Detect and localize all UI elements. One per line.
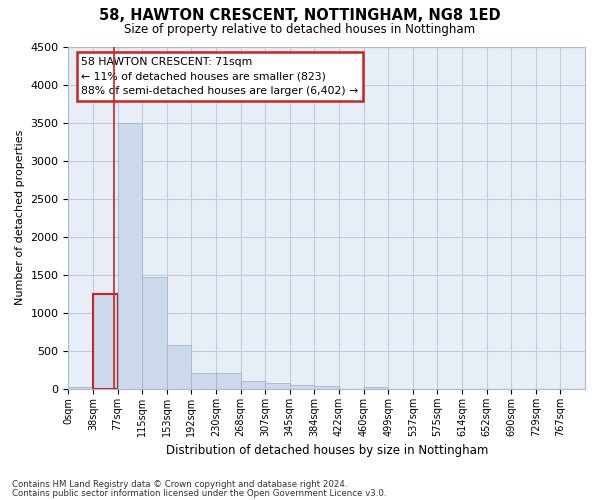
Bar	[314, 386, 339, 389]
Text: 58 HAWTON CRESCENT: 71sqm
← 11% of detached houses are smaller (823)
88% of semi: 58 HAWTON CRESCENT: 71sqm ← 11% of detac…	[82, 57, 359, 96]
Y-axis label: Number of detached properties: Number of detached properties	[15, 130, 25, 306]
Text: 58, HAWTON CRESCENT, NOTTINGHAM, NG8 1ED: 58, HAWTON CRESCENT, NOTTINGHAM, NG8 1ED	[99, 8, 501, 22]
Bar	[216, 374, 241, 389]
Bar	[191, 372, 216, 389]
Bar	[241, 381, 265, 389]
Bar	[167, 346, 191, 389]
Bar	[364, 387, 388, 389]
Bar	[290, 385, 314, 389]
X-axis label: Distribution of detached houses by size in Nottingham: Distribution of detached houses by size …	[166, 444, 488, 458]
Bar	[93, 294, 118, 389]
Bar	[68, 387, 93, 389]
Text: Contains HM Land Registry data © Crown copyright and database right 2024.: Contains HM Land Registry data © Crown c…	[12, 480, 347, 489]
Text: Size of property relative to detached houses in Nottingham: Size of property relative to detached ho…	[124, 22, 476, 36]
Bar	[142, 277, 167, 389]
Bar	[265, 384, 290, 389]
Text: Contains public sector information licensed under the Open Government Licence v3: Contains public sector information licen…	[12, 489, 386, 498]
Bar	[118, 122, 142, 389]
